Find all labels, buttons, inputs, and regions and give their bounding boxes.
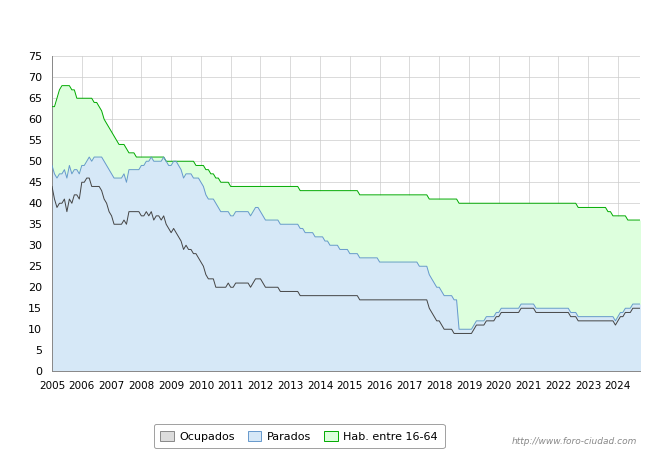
Text: Celada del Camino - Evolucion de la poblacion en edad de Trabajar Agosto de 2024: Celada del Camino - Evolucion de la pobl… <box>47 17 603 30</box>
Text: http://www.foro-ciudad.com: http://www.foro-ciudad.com <box>512 436 637 446</box>
Legend: Ocupados, Parados, Hab. entre 16-64: Ocupados, Parados, Hab. entre 16-64 <box>153 424 445 448</box>
